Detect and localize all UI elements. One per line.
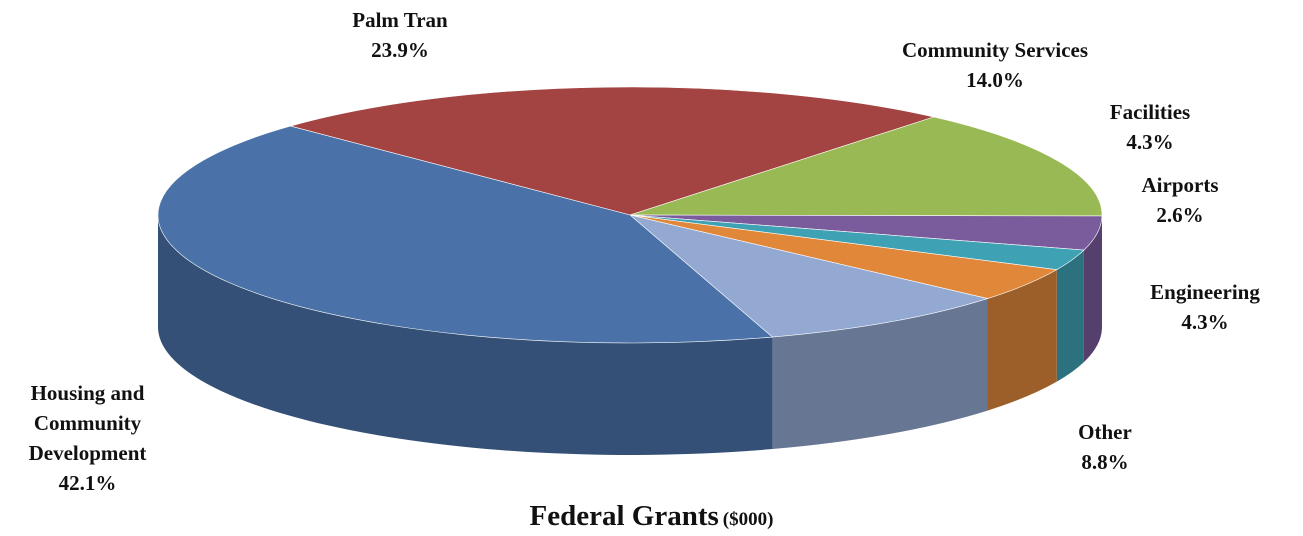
slice-value: 23.9% (371, 38, 429, 62)
pie-side (987, 269, 1057, 411)
title-block: Federal Grants ($000) (0, 500, 1303, 533)
slice-label: Facilities 4.3% (1060, 97, 1240, 157)
slice-label: Airports 2.6% (1090, 170, 1270, 230)
slice-name: Community Services (901, 38, 1089, 62)
slice-label: Community Services 14.0% (845, 35, 1145, 95)
slice-name: Airports (1141, 173, 1219, 197)
slice-value: 42.1% (58, 471, 117, 495)
pie-slice (289, 86, 935, 216)
pie-slice (157, 125, 774, 344)
pie-side (1056, 250, 1084, 382)
pie-side (1083, 215, 1102, 363)
slice-value: 2.6% (1156, 203, 1204, 227)
chart-subtitle: ($000) (722, 509, 774, 530)
slice-name: Facilities (1109, 100, 1191, 124)
slice-name: Palm Tran (352, 8, 448, 32)
slice-value: 4.3% (1181, 310, 1229, 334)
slice-name: Housing and Community Development (28, 381, 147, 465)
slice-name: Engineering (1150, 280, 1260, 304)
slice-value: 4.3% (1126, 130, 1174, 154)
pie-slice (629, 116, 1103, 217)
slice-label: Engineering 4.3% (1110, 277, 1300, 337)
slice-value: 14.0% (966, 68, 1024, 92)
slice-label: Palm Tran 23.9% (300, 5, 500, 65)
pie-slice (629, 214, 989, 338)
slice-label: Other 8.8% (1020, 417, 1190, 477)
slice-label: Housing and Community Development 42.1% (0, 378, 175, 498)
slice-value: 8.8% (1081, 450, 1129, 474)
pie-side (772, 298, 988, 450)
slice-name: Other (1078, 420, 1132, 444)
chart-title: Federal Grants (529, 500, 719, 532)
